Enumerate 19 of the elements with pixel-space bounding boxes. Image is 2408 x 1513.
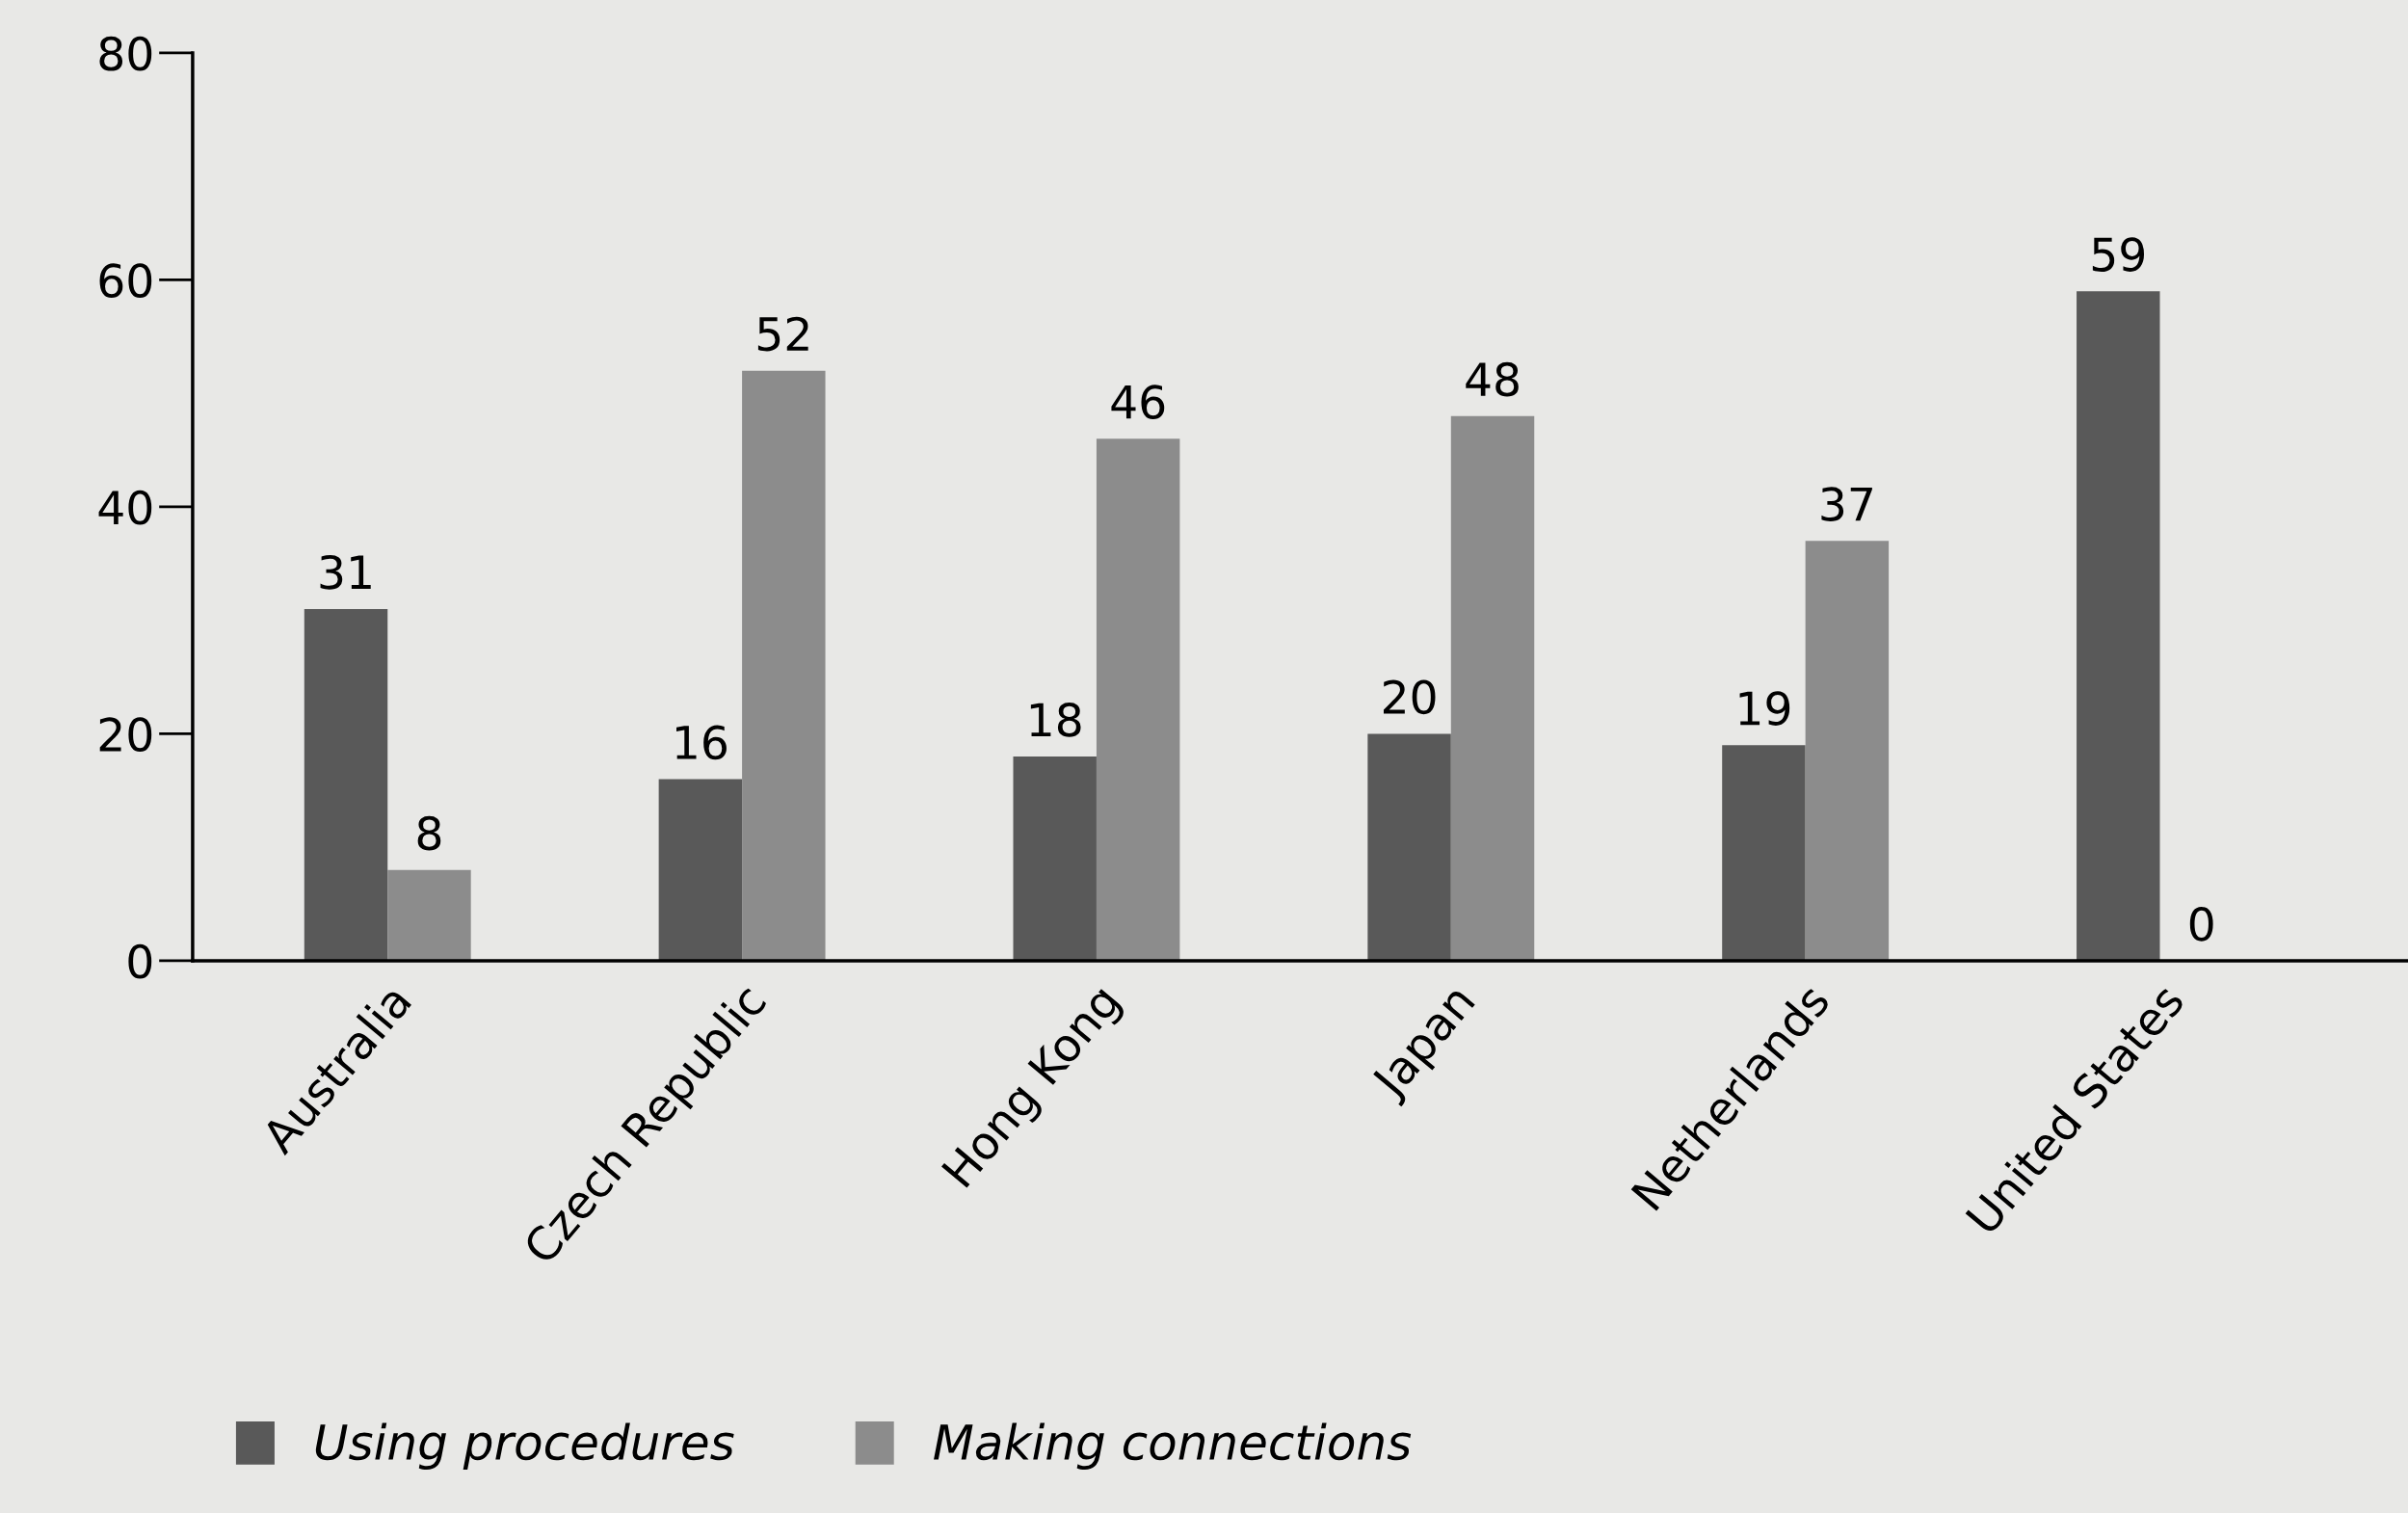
y-tick-label: 80 — [99, 36, 152, 71]
data-label: 31 — [320, 554, 371, 590]
data-label: 59 — [2092, 237, 2144, 272]
y-tick-label: 40 — [98, 490, 152, 525]
data-label: 52 — [757, 316, 808, 352]
data-label: 16 — [676, 725, 727, 760]
y-tick-label: 60 — [99, 263, 152, 299]
legend-label: Making connections — [934, 1422, 1412, 1470]
data-label: 8 — [417, 815, 441, 851]
data-label: 48 — [1466, 361, 1519, 397]
legend-label: Using procedures — [315, 1422, 734, 1470]
data-label: 20 — [1383, 679, 1436, 715]
data-label: 0 — [2189, 906, 2213, 942]
data-label: 46 — [1111, 385, 1165, 420]
y-tick-label: 20 — [99, 717, 152, 753]
data-label: 37 — [1821, 487, 1872, 522]
data-label: 19 — [1739, 691, 1790, 726]
y-tick-label: 0 — [128, 943, 152, 979]
data-label: 18 — [1030, 703, 1081, 737]
